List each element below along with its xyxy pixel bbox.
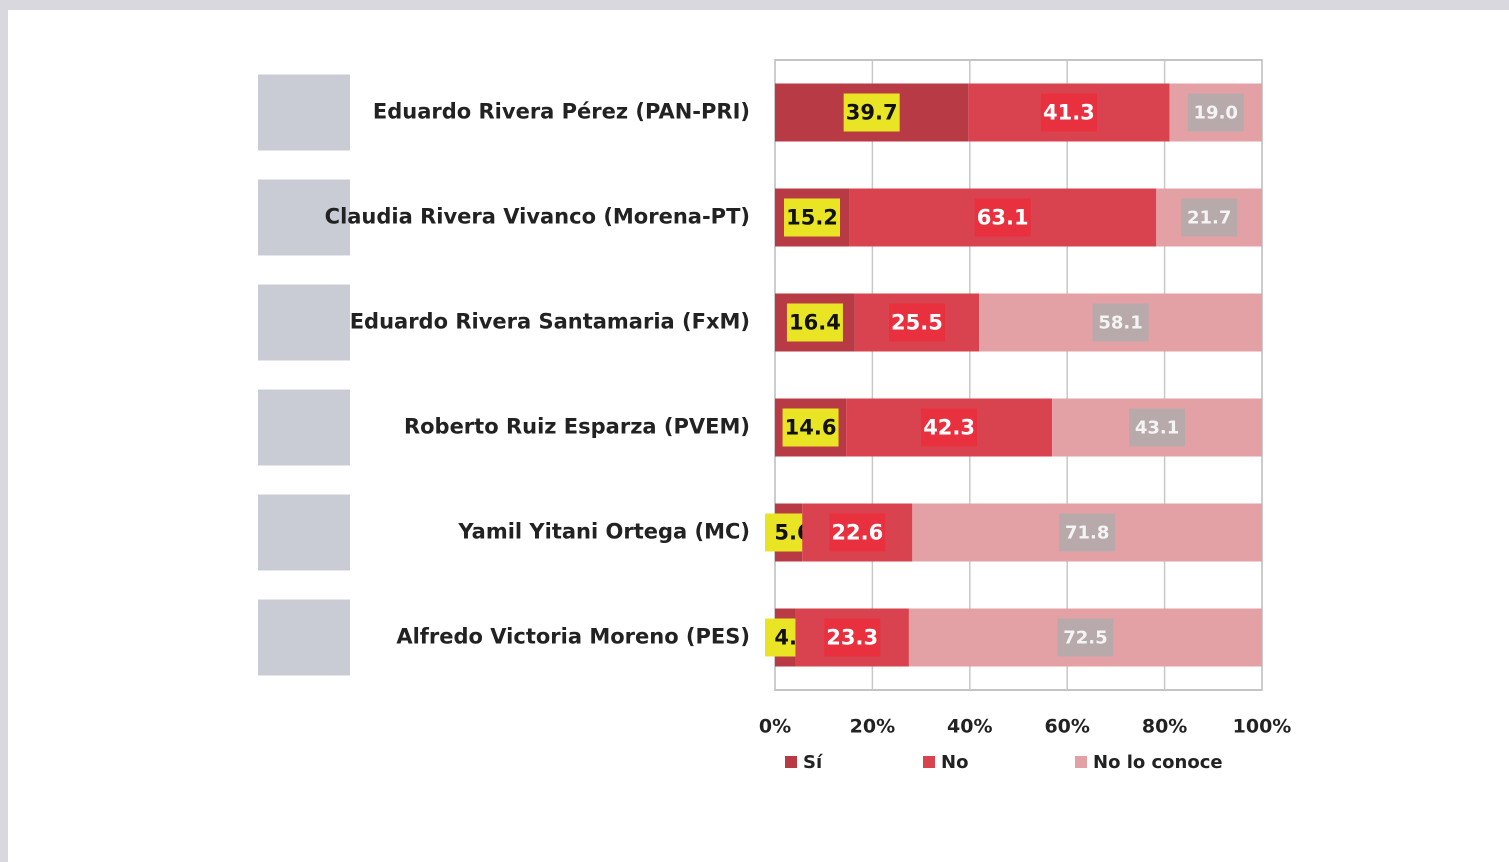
value-label: 39.7 bbox=[846, 101, 898, 125]
legend-label: Sí bbox=[803, 752, 823, 773]
value-label-box bbox=[782, 408, 839, 447]
value-label: 21.7 bbox=[1187, 208, 1231, 229]
value-label-box bbox=[829, 513, 886, 552]
x-tick-label: 0% bbox=[759, 716, 791, 738]
value-label-box bbox=[1059, 513, 1116, 552]
category-label: Eduardo Rivera Santamaria (FxM) bbox=[350, 310, 750, 334]
value-label: 43.1 bbox=[1135, 418, 1179, 439]
photo bbox=[258, 284, 350, 361]
category-label: Roberto Ruiz Esparza (PVEM) bbox=[404, 415, 750, 439]
photo bbox=[258, 494, 350, 571]
value-label-box bbox=[1181, 198, 1238, 237]
value-label-box bbox=[888, 303, 945, 342]
value-label: 63.1 bbox=[977, 206, 1029, 230]
value-label-box bbox=[1040, 93, 1097, 132]
x-tick-label: 100% bbox=[1233, 716, 1292, 738]
category-label: Alfredo Victoria Moreno (PES) bbox=[396, 625, 750, 649]
category-label: Eduardo Rivera Pérez (PAN-PRI) bbox=[373, 100, 750, 124]
legend-swatch bbox=[785, 756, 797, 768]
value-label: 16.4 bbox=[789, 311, 841, 335]
x-tick-label: 20% bbox=[850, 716, 895, 738]
value-label: 58.1 bbox=[1098, 313, 1142, 334]
category-label: Yamil Yitani Ortega (MC) bbox=[457, 520, 750, 544]
value-label: 72.5 bbox=[1063, 628, 1107, 649]
photo bbox=[258, 74, 350, 151]
value-label-box bbox=[1092, 303, 1149, 342]
value-label: 22.6 bbox=[831, 521, 883, 545]
value-label-box bbox=[824, 618, 881, 657]
legend-label: No bbox=[941, 752, 968, 773]
value-label: 15.2 bbox=[786, 206, 838, 230]
value-label-box bbox=[786, 303, 843, 342]
photo bbox=[258, 389, 350, 466]
value-label-box bbox=[843, 93, 900, 132]
x-tick-label: 80% bbox=[1142, 716, 1187, 738]
value-label: 42.3 bbox=[923, 416, 975, 440]
value-label-box bbox=[784, 198, 841, 237]
value-label: 71.8 bbox=[1065, 523, 1109, 544]
value-label-box bbox=[1187, 93, 1244, 132]
value-label-box bbox=[974, 198, 1031, 237]
value-label: 23.3 bbox=[826, 626, 878, 650]
category-label: Claudia Rivera Vivanco (Morena-PT) bbox=[325, 205, 750, 229]
value-label: 19.0 bbox=[1194, 103, 1238, 124]
value-label: 41.3 bbox=[1043, 101, 1095, 125]
value-label-box bbox=[921, 408, 978, 447]
value-label-box bbox=[1129, 408, 1186, 447]
legend-swatch bbox=[1075, 756, 1087, 768]
photo bbox=[258, 179, 350, 256]
x-tick-label: 40% bbox=[947, 716, 992, 738]
value-label: 14.6 bbox=[785, 416, 837, 440]
value-label: 25.5 bbox=[891, 311, 943, 335]
legend-swatch bbox=[923, 756, 935, 768]
x-tick-label: 60% bbox=[1044, 716, 1089, 738]
plot-area bbox=[774, 59, 1263, 691]
legend-label: No lo conoce bbox=[1093, 752, 1223, 773]
photo bbox=[258, 599, 350, 676]
value-label-box bbox=[1057, 618, 1114, 657]
